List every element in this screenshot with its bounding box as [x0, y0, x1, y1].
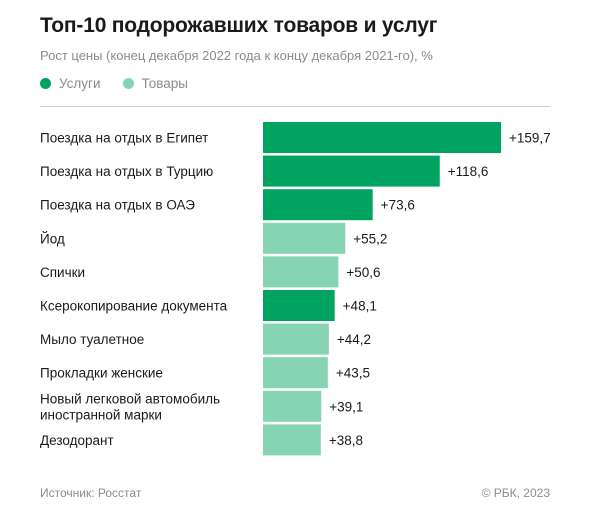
bar-3 — [263, 189, 373, 221]
value-label-6: +48,1 — [343, 299, 377, 314]
legend: Услуги Товары — [40, 76, 188, 91]
legend-item-services: Услуги — [40, 76, 101, 91]
copyright: © РБК, 2023 — [481, 486, 550, 500]
category-label-6: Ксерокопирование документа — [40, 299, 228, 314]
legend-swatch-goods — [122, 78, 134, 89]
value-label-8: +43,5 — [336, 366, 370, 381]
legend-item-goods: Товары — [122, 76, 188, 91]
category-label-4: Йод — [40, 231, 65, 246]
category-label-2: Поездка на отдых в Турцию — [40, 164, 213, 179]
value-label-1: +159,7 — [509, 131, 551, 146]
bar-5 — [263, 256, 339, 288]
source-note: Источник: Росстат — [40, 486, 142, 500]
value-label-9: +39,1 — [329, 399, 363, 414]
value-label-5: +50,6 — [346, 265, 380, 280]
chart-title: Топ-10 подорожавших товаров и услуг — [40, 14, 438, 37]
legend-label-services: Услуги — [59, 76, 101, 91]
bar-6 — [263, 290, 335, 321]
chart-subtitle: Рост цены (конец декабря 2022 года к кон… — [40, 48, 433, 63]
value-label-2: +118,6 — [448, 164, 489, 179]
bar-chart: +159,7 Поездка на отдых в Египет +118,6 Пое… — [40, 122, 551, 456]
category-label-9: Новый легковой автомобиль иностранной мар… — [40, 391, 220, 422]
bar-4 — [263, 222, 346, 254]
value-label-4: +55,2 — [353, 231, 387, 246]
value-label-3: +73,6 — [381, 198, 415, 213]
header-divider — [40, 106, 550, 107]
legend-label-goods: Товары — [141, 76, 188, 91]
category-label-7: Мыло туалетное — [40, 332, 144, 347]
category-label-5: Спички — [40, 265, 85, 280]
category-label-8: Прокладки женские — [40, 366, 163, 381]
bar-8 — [263, 357, 328, 389]
category-label-10: Дезодорант — [40, 433, 114, 448]
value-label-7: +44,2 — [337, 332, 371, 347]
bar-10 — [263, 424, 321, 456]
category-label-3: Поездка на отдых в ОАЭ — [40, 198, 195, 213]
category-label-1: Поездка на отдых в Египет — [40, 131, 208, 146]
value-label-10: +38,8 — [329, 433, 363, 448]
bar-7 — [263, 323, 329, 355]
bar-1 — [263, 122, 501, 153]
bar-9 — [263, 390, 322, 422]
bar-2 — [263, 155, 440, 187]
legend-swatch-services — [40, 78, 51, 89]
